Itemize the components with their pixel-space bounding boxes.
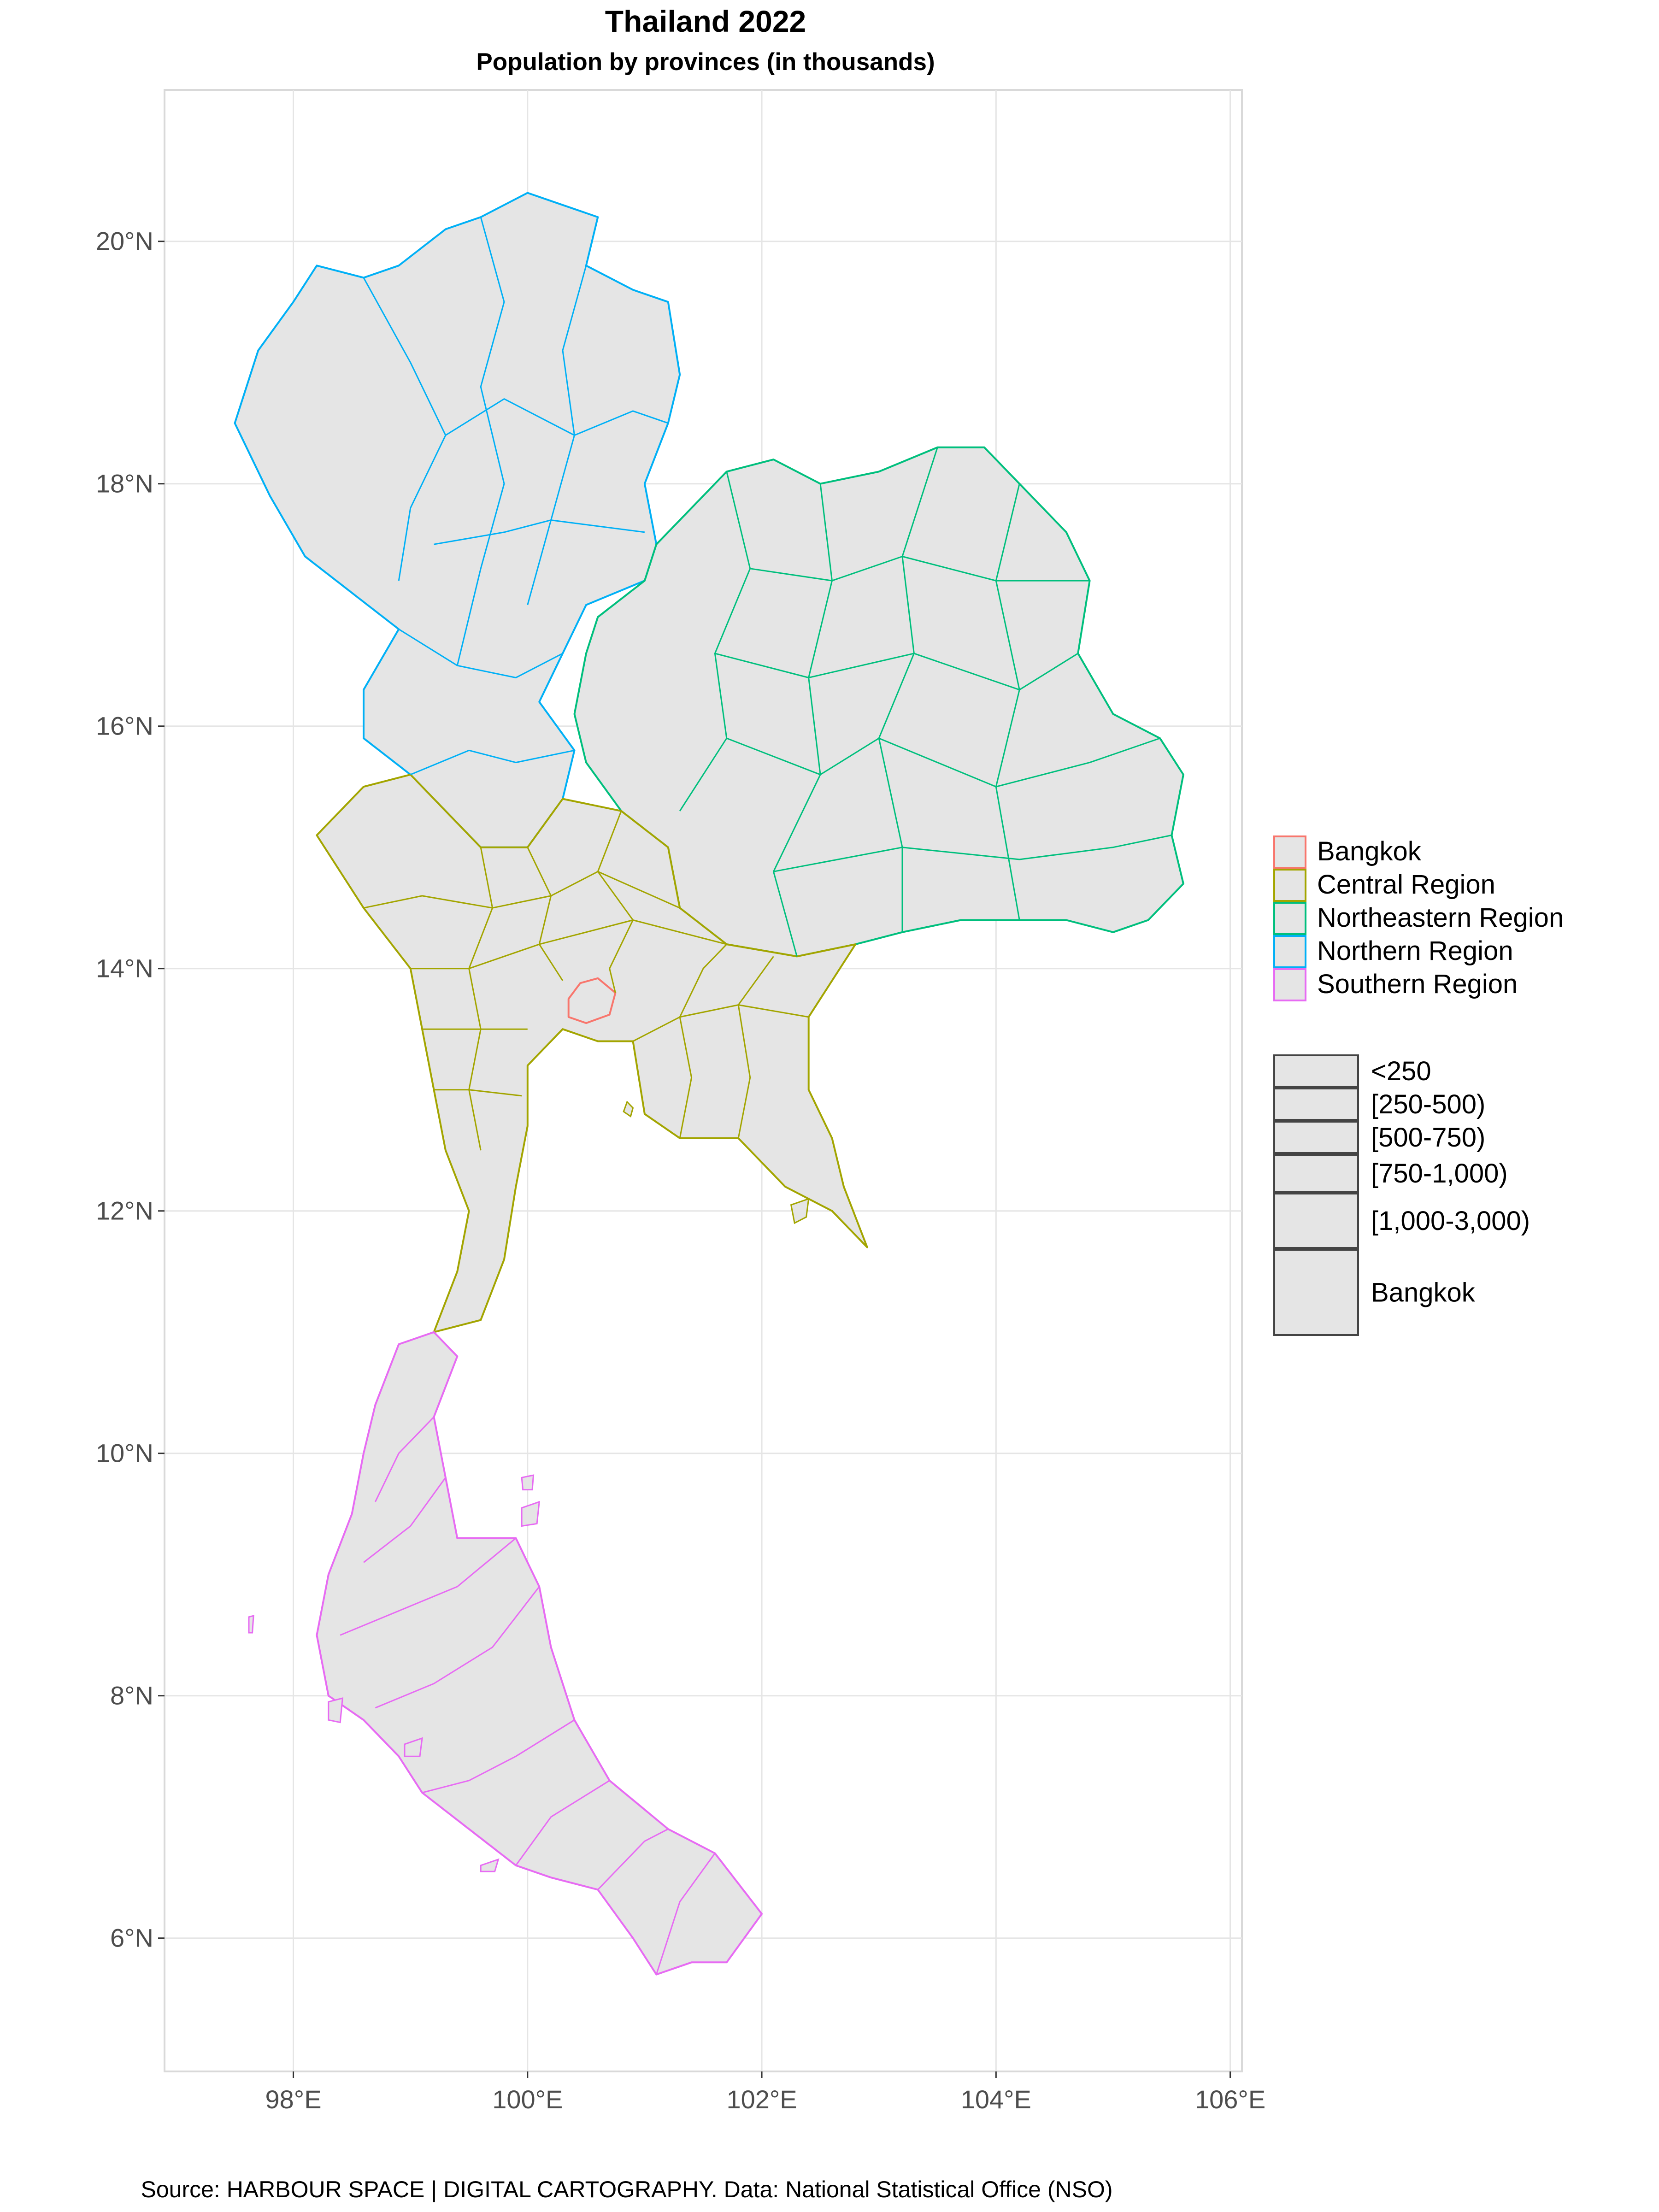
province-borders xyxy=(340,217,1172,1975)
province-border xyxy=(398,629,563,678)
island xyxy=(790,1198,810,1224)
province-border xyxy=(773,483,833,957)
size-key-swatch xyxy=(1273,1121,1359,1154)
size-key-label: <250 xyxy=(1371,1056,1431,1086)
y-tick-label: 20°N xyxy=(96,227,153,256)
region-polygon-southern-region xyxy=(316,1331,763,1976)
province-border xyxy=(434,519,645,545)
province-border xyxy=(679,944,727,1139)
legend-key-swatch xyxy=(1273,869,1306,902)
province-border xyxy=(468,847,494,1151)
legend-key-label: Northern Region xyxy=(1317,936,1513,966)
size-key-swatch xyxy=(1273,1249,1359,1336)
y-tick-label: 12°N xyxy=(96,1196,153,1225)
size-key-label: [1,000-3,000) xyxy=(1371,1206,1530,1236)
size-key-label: [500-750) xyxy=(1371,1123,1485,1153)
legend-key-swatch xyxy=(1273,935,1306,968)
map-title: Thailand 2022 xyxy=(605,4,806,38)
province-border xyxy=(527,847,564,981)
province-border xyxy=(878,447,938,932)
legend-key-swatch xyxy=(1273,902,1306,935)
province-border xyxy=(655,1853,716,1975)
map-subtitle: Population by provinces (in thousands) xyxy=(476,48,935,76)
legend-key-label: Southern Region xyxy=(1317,969,1518,999)
y-tick-label: 18°N xyxy=(96,469,153,498)
legend-key-swatch xyxy=(1273,968,1306,1001)
size-key-swatch xyxy=(1273,1154,1359,1193)
population-size-legend: <250[250-500) [500-750) [750-1,000) [1,000-… xyxy=(1273,1054,1530,1336)
province-border xyxy=(737,956,774,1139)
island xyxy=(404,1737,423,1757)
province-border xyxy=(410,919,727,970)
island xyxy=(521,1474,535,1491)
province-border xyxy=(445,398,669,436)
y-tick-label: 14°N xyxy=(96,954,153,983)
y-tick-label: 8°N xyxy=(110,1681,153,1710)
legend-key-label: Central Region xyxy=(1317,870,1495,900)
y-tick-label: 10°N xyxy=(96,1439,153,1468)
island xyxy=(328,1697,343,1724)
x-tick-label: 102°E xyxy=(726,2085,797,2114)
province-border xyxy=(715,653,1078,691)
axes: 98°E 100°E 102°E 104°E 106°E 6°N 8°N 10°N 12°N 14… xyxy=(96,227,1265,2114)
islands xyxy=(248,1100,810,1872)
province-border xyxy=(363,1477,447,1563)
province-border xyxy=(422,1719,575,1794)
thailand-map: 98°E 100°E 102°E 104°E 106°E 6°N 8°N 10°N 12°N 14… xyxy=(96,89,1564,2114)
size-key-label: [750-1,000) xyxy=(1371,1159,1508,1188)
legend-key-label: Northeastern Region xyxy=(1317,903,1564,933)
province-border xyxy=(410,749,575,776)
province-border xyxy=(375,1586,540,1709)
source-caption: Source: HARBOUR SPACE | DIGITAL CARTOGRA… xyxy=(141,2177,1113,2202)
legend-key-swatch xyxy=(1273,835,1306,869)
x-tick-label: 98°E xyxy=(265,2085,322,2114)
island xyxy=(521,1500,540,1527)
size-key-label: Bangkok xyxy=(1371,1278,1476,1308)
region-polygon-northeastern-region xyxy=(573,446,1184,958)
province-border xyxy=(750,556,1090,582)
province-border xyxy=(434,1089,522,1097)
y-tick-label: 6°N xyxy=(110,1924,153,1953)
province-border xyxy=(456,217,505,666)
province-border xyxy=(597,1828,669,1890)
province-border xyxy=(515,1780,610,1866)
province-border xyxy=(375,1416,435,1502)
province-border xyxy=(632,1004,809,1042)
x-tick-label: 104°E xyxy=(961,2085,1031,2114)
legend-key-label: Bangkok xyxy=(1317,836,1422,866)
size-key-label: [250-500) xyxy=(1371,1089,1485,1119)
island xyxy=(248,1615,254,1634)
region-polygon-central-region xyxy=(316,773,868,1333)
size-key-swatch xyxy=(1273,1054,1359,1088)
y-tick-label: 16°N xyxy=(96,712,153,741)
region-polygon-bangkok xyxy=(567,977,617,1024)
x-tick-label: 100°E xyxy=(492,2085,563,2114)
province-border xyxy=(340,1537,517,1636)
province-border xyxy=(363,871,680,909)
province-border xyxy=(773,834,1172,872)
region-polygons xyxy=(234,192,1184,1976)
x-tick-label: 106°E xyxy=(1195,2085,1265,2114)
island xyxy=(623,1100,634,1118)
island xyxy=(480,1858,500,1872)
size-key-swatch xyxy=(1273,1193,1359,1249)
size-key-swatch xyxy=(1273,1088,1359,1121)
province-border xyxy=(726,737,1160,788)
